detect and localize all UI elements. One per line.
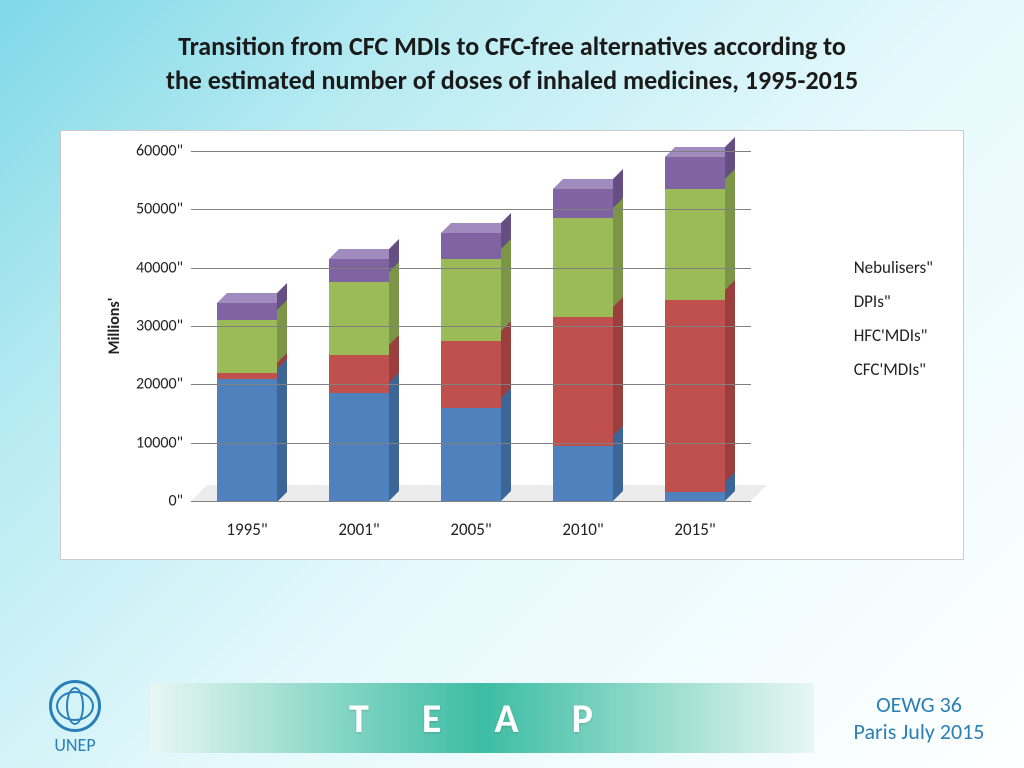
- y-axis-label: Millions': [105, 297, 124, 354]
- bar-segment: [441, 259, 501, 341]
- bar-group: 1995": [212, 303, 282, 501]
- gridline: [191, 209, 751, 210]
- bar-segment: [553, 317, 613, 445]
- legend: Nebulisers"DPIs"HFC'MDIs"CFC'MDIs": [854, 251, 933, 387]
- bar-segment-face: [441, 408, 501, 501]
- x-tick-label: 1995": [226, 519, 267, 540]
- gridline: [191, 501, 751, 502]
- y-tick-label: 20000": [136, 375, 183, 394]
- bar-group: 2001": [324, 259, 394, 501]
- gridline: [191, 326, 751, 327]
- bar-segment-face: [665, 492, 725, 501]
- gridline: [191, 151, 751, 152]
- conf-line-2: Paris July 2015: [814, 718, 1024, 746]
- teap-banner: T E A P: [150, 683, 814, 753]
- x-tick-label: 2001": [338, 519, 379, 540]
- y-tick-label: 50000": [136, 200, 183, 219]
- gridline: [191, 384, 751, 385]
- bar: [217, 303, 277, 501]
- bar: [553, 189, 613, 501]
- bar-segment: [217, 379, 277, 502]
- bar-segment-face: [553, 317, 613, 445]
- unep-logo-icon: [49, 680, 101, 732]
- bar-segment-face: [329, 393, 389, 501]
- conference-label: OEWG 36 Paris July 2015: [814, 691, 1024, 746]
- bar-segment-face: [553, 446, 613, 501]
- bar-segment: [665, 189, 725, 300]
- y-tick-label: 10000": [136, 433, 183, 452]
- chart: Millions' 1995" 2001" 2005" 2010" 2015" 0" 10…: [60, 130, 964, 560]
- conf-line-1: OEWG 36: [814, 691, 1024, 719]
- footer: UNEP T E A P OEWG 36 Paris July 2015: [0, 668, 1024, 768]
- bar-segment: [665, 492, 725, 501]
- slide: Transition from CFC MDIs to CFC-free alt…: [0, 0, 1024, 768]
- bar: [441, 233, 501, 501]
- x-tick-label: 2010": [562, 519, 603, 540]
- legend-item: CFC'MDIs": [854, 353, 933, 387]
- bar-segment-face: [217, 379, 277, 502]
- bar-segment-face: [665, 300, 725, 493]
- legend-item: DPIs": [854, 285, 933, 319]
- y-tick-label: 0": [168, 492, 183, 511]
- legend-item: HFC'MDIs": [854, 319, 933, 353]
- legend-item: Nebulisers": [854, 251, 933, 285]
- bar: [329, 259, 389, 501]
- bar-segment: [441, 408, 501, 501]
- title-line-1: Transition from CFC MDIs to CFC-free alt…: [178, 30, 846, 62]
- x-tick-label: 2005": [450, 519, 491, 540]
- title-line-2: the estimated number of doses of inhaled…: [166, 64, 858, 96]
- bar-segment-face: [441, 259, 501, 341]
- x-tick-label: 2015": [674, 519, 715, 540]
- y-tick-label: 40000": [136, 258, 183, 277]
- y-tick-label: 30000": [136, 317, 183, 336]
- page-title: Transition from CFC MDIs to CFC-free alt…: [50, 30, 974, 98]
- gridline: [191, 268, 751, 269]
- bar-segment-face: [665, 189, 725, 300]
- bar-segment: [329, 393, 389, 501]
- bar-segment: [665, 300, 725, 493]
- unep-label: UNEP: [54, 734, 95, 756]
- bar-segment: [553, 446, 613, 501]
- plot-area: Millions' 1995"2001"2005"2010"2015" 0"10…: [191, 151, 751, 501]
- bar-group: 2005": [436, 233, 506, 501]
- gridline: [191, 443, 751, 444]
- unep-block: UNEP: [0, 668, 150, 768]
- bar-group: 2010": [548, 189, 618, 501]
- y-tick-label: 60000": [136, 142, 183, 161]
- teap-text: T E A P: [349, 694, 615, 743]
